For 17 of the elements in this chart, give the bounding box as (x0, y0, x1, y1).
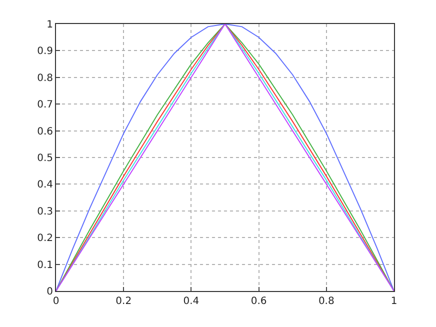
y-tick-label: 0.6 (37, 126, 53, 138)
y-tick-label: 0.4 (37, 180, 53, 191)
y-tick-label: 0.2 (37, 233, 53, 244)
y-tick-label: 0.7 (37, 100, 53, 111)
x-tick-label: 0.4 (183, 296, 200, 307)
x-tick-label: 0.6 (250, 296, 267, 307)
y-tick-label: 0.8 (37, 72, 53, 84)
x-tick-label: 1 (390, 296, 398, 307)
y-tick-label: 0.3 (37, 206, 53, 218)
y-tick-label: 1 (46, 20, 53, 30)
x-tick-label: 0.2 (116, 296, 132, 307)
y-tick-label: 0.5 (37, 153, 53, 164)
y-tick-label: 0 (46, 286, 53, 298)
y-tick-label: 0.1 (37, 260, 53, 271)
y-tick-label: 0.9 (37, 46, 53, 58)
x-tick-label: 0.8 (318, 296, 334, 307)
line-series (56, 24, 394, 291)
